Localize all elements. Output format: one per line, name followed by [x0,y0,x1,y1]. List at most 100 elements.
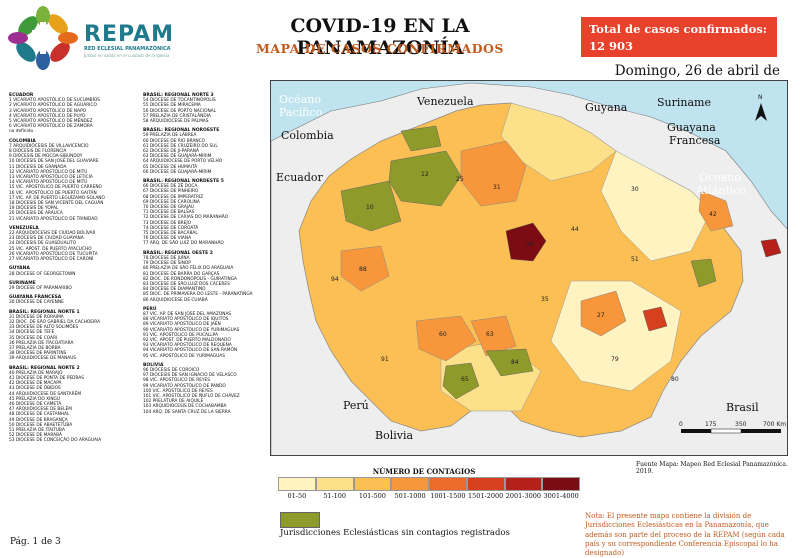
legend-swatch [429,477,467,491]
list-item: 98 VIC. APOSTÓLICO DE REYES [143,378,210,384]
list-item: 36 PRELAZIA DE ITACOATIARA [9,340,74,346]
list-heading: GUYANA [9,266,30,272]
list-item: 30 DIOCESE DE CAYENNE [9,300,64,306]
region-numbers: 31 39 60 63 88 42 27 12 25 10 65 84 44 5… [331,171,717,383]
list-item: 74 DIOCESE DE COROATÁ [143,225,199,231]
brand-name: REPAM [84,22,174,47]
list-item: 27 VICARIATO APOSTÓLICO DE CARONÍ [9,257,94,263]
region-orange-63 [470,315,517,357]
label-guyana: Guyana [585,101,628,114]
list-heading: ECUADOR [9,93,34,98]
list-item: 99 VICARIATO APOSTÓLICO DE PANDO [143,383,226,389]
region-orange-27 [580,290,627,337]
svg-text:42: 42 [709,211,717,218]
region-orange-31 [460,140,527,207]
list-item: 16 VIC. APOSTÓLICO DE PUERTO GAITÁN [9,190,97,196]
list-item: 54 DIOCESE DE TOCANTINÓPOLIS [143,98,216,104]
list-item: 5 VICARIATO APOSTÓLICO DE MÉNDEZ [9,119,93,125]
list-item: 73 DIOCESE DE BREJO [143,220,192,226]
list-item: 65 DIOCESE DE HUMAITÁ [143,164,198,170]
list-item: 29 DIOCESE OF PARAMARIBO [9,285,72,291]
list-item: 85 DIOC. DE PRIMAVERA DO LESTE - PARANAT… [143,292,253,298]
list-item: 69 DIOCESE DE CAROLINA [143,199,200,205]
list-item: 14 VICARIATO APOSTÓLICO DE MITÚ [9,180,88,186]
label-colombia: Colombia [281,129,334,142]
north-arrow-icon: N [755,94,767,121]
list-item: 21 VICARIATO APOSTÓLICO DE TRINIDAD [9,216,98,222]
list-heading: BOLIVIA [143,362,164,368]
svg-text:91: 91 [381,356,389,363]
list-item: 102 PRELATURA DE AIQUILE [143,399,204,405]
svg-text:0: 0 [679,421,683,428]
nocase-label: Jurisdicciones Eclesiásticas sin contagi… [280,528,510,538]
region-nocase-ecuador [340,180,402,232]
list-item: 87 VIC. AP. DE SAN JOSÉ DEL AMAZONAS [143,311,232,317]
svg-text:30: 30 [631,186,639,193]
nocase-swatch [280,512,320,528]
list-item: 55 DIOCESE DE MIRACEMA [143,103,201,109]
list-item: 51 PRELAZIA DE ITAITUBA [9,427,65,433]
brand-tagline: Juntos en salida en el cuidado de la Igl… [84,53,170,58]
list-item: 33 DIOCESE DE ALTO SOLIMÕES [9,325,79,331]
list-item: 25 VIC. APOST. DE PUERTO AYACUCHO [9,246,92,252]
legend-swatch [504,477,543,491]
legend-swatch [315,477,354,491]
list-item: 66 DIOCESE DE GUAJARÁ-MIRIM [143,169,212,175]
list-item: 37 PRELAZIA DE BORBA [9,345,61,351]
list-item: 18 DIÓCESIS DE SAN VICENTE DEL CAGUÁN [9,201,104,207]
list-item: 90 VICARIATO APOSTÓLICO DE YURIMAGUAS [143,327,240,333]
list-item: 53 DIOCESE DE CONCEIÇÃO DO ARAGUAIA [9,438,102,444]
list-item: 41 DIOCESE DE PONTA DE PEDRAS [9,375,84,381]
list-item: 71 DIOCESE DE BALSAS [143,210,195,216]
map-svg: 31 39 60 63 88 42 27 12 25 10 65 84 44 5… [271,82,787,455]
list-item: 11 DIÓCESIS DE GRANADA [9,164,67,170]
svg-text:10: 10 [366,204,374,211]
list-item: 48 DIOCESE DE CASTANHAL [9,412,70,418]
label-atlantic: Oceano [699,171,741,184]
label-bolivia: Bolivia [375,429,413,442]
svg-text:51: 51 [631,256,639,263]
list-item: 82 DIOC. DE RONDONÓPOLIS - GUIRATINGA [143,276,237,282]
region-nocase-bolivia [442,362,480,400]
list-item: 44 ARQUIDIOCESE DE SANTARÉM [9,391,82,397]
list-item: 104 ARQ. DE SANTA CRUZ DE LA SIERRA [143,409,231,415]
list-heading: GUAYANA FRANCESA [9,295,62,301]
list-item: 63 DIOCESE DE GUAJARÁ-MIRIM [143,154,212,160]
list-item: 60 DIOCESE DE RIO BRANCO [143,138,206,144]
list-item: 78 DIOCESE DE JUÍNA [143,255,190,261]
legend-class-label: 3001-4000 [543,492,579,500]
list-item: 62 DIOCESE DE JI-PARANÁ [143,149,199,155]
scale-bar: 0 175 350 700 Km [679,421,786,434]
svg-text:80: 80 [671,376,679,383]
list-item: 81 DIOCESE DE BARRA DO GARÇAS [143,271,220,277]
list-item: 2 VICARIATO APOSTÓLICO DE AGUARICO [9,103,97,109]
label-pacific-2: Pacífico [279,106,323,119]
list-item: 19 DIÓCESIS DE YOPAL [9,206,59,212]
list-heading: BRASIL: REGIONAL NORTE 2 [9,365,80,371]
list-item: 40 PRELAZIA DE MARAJÓ [9,370,63,376]
legend-class-label: 2001-3000 [505,492,542,500]
panamazonia-map: 31 39 60 63 88 42 27 12 25 10 65 84 44 5… [270,80,788,456]
list-item: 23 DIÓCESIS DE CIUDAD GUAYANA [9,236,84,242]
list-item: 93 VICARIATO APOSTÓLICO DE REQUENA [143,343,232,349]
list-item: 13 VICARIATO APOSTÓLICO DE LETICIA [9,175,93,181]
label-pacific: Océano [279,93,321,106]
list-item: 88 VICARIATO APOSTÓLICO DE IQUITOS [143,317,229,323]
list-heading: SURINAME [9,280,36,286]
region-nocase-venezuela [400,125,442,152]
list-item: 61 DIOCESE DE CRUZEIRO DO SUL [143,143,218,149]
svg-text:175: 175 [705,421,717,428]
svg-text:60: 60 [439,331,447,338]
list-item: 22 ARQUIDIÓCESIS DE CIUDAD BOLÍVAR [9,231,96,237]
list-item: 100 VIC. APOSTÓLICO DE REYES [143,388,213,394]
svg-text:63: 63 [486,331,494,338]
svg-text:84: 84 [511,359,519,366]
list-item: 72 DIOCESE DE CAXIAS DO MARANHÃO [143,215,229,221]
label-venezuela: Venezuela [416,95,474,108]
region-orange-60 [415,315,477,362]
list-item: 45 PRELAZIA DO XINGU [9,396,61,402]
list-item: 28 DIOCESE OF GEORGETOWN [9,271,76,277]
list-item: 49 DIOCESE DE BRAGANÇA [9,417,68,423]
list-heading: BRASIL: REGIONAL NORTE 3 [143,93,214,98]
region-orange-42 [698,190,734,232]
